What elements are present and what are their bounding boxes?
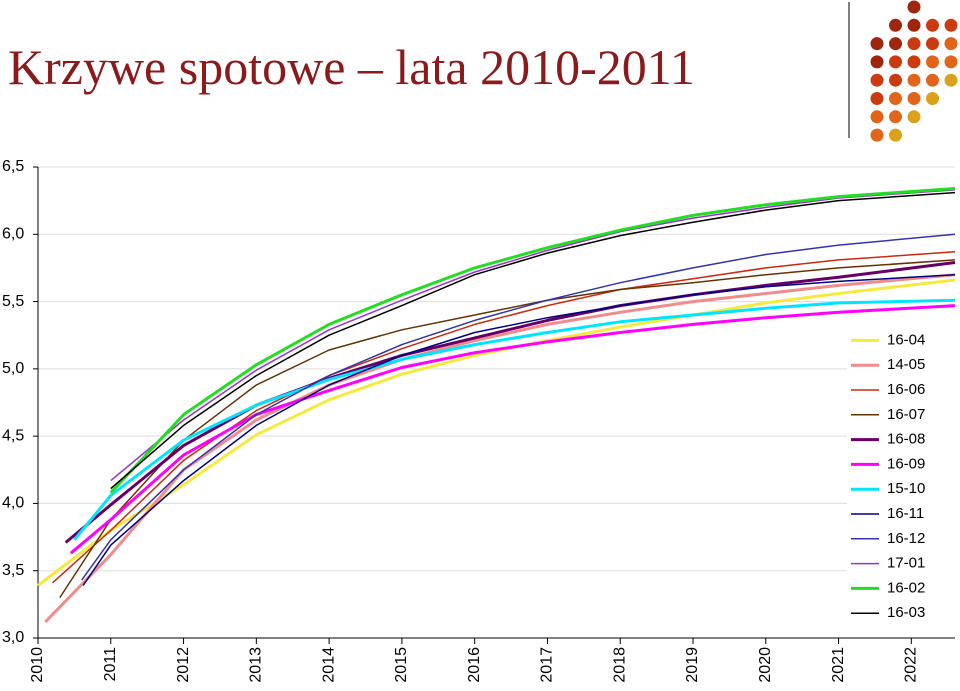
y-tick-label: 3,0	[2, 629, 24, 646]
y-tick-label: 4,0	[2, 495, 24, 512]
series-line	[82, 273, 956, 586]
decoration-dot	[926, 55, 939, 69]
x-tick-label: 2018	[611, 647, 628, 683]
legend-label: 16-09	[887, 455, 925, 472]
series-line	[81, 233, 956, 581]
decoration	[870, 0, 958, 142]
x-tick-label: 2016	[466, 647, 483, 683]
decoration-dot	[907, 92, 921, 105]
decoration-dot	[870, 110, 884, 124]
y-tick-label: 6,5	[2, 158, 24, 175]
decoration-dot	[907, 18, 921, 32]
x-tick-label: 2015	[393, 647, 410, 683]
legend-label: 16-08	[887, 431, 925, 448]
legend-label: 16-07	[887, 406, 925, 423]
decoration-dot	[926, 92, 939, 105]
x-tick-label: 2020	[757, 647, 774, 683]
x-tick-label: 2021	[830, 647, 847, 683]
x-tick-label: 2022	[903, 647, 920, 683]
legend-label: 16-02	[887, 579, 925, 596]
decoration-dot	[944, 37, 958, 51]
x-tick-label: 2017	[539, 647, 556, 683]
decoration-dot	[926, 37, 939, 51]
x-tick-label: 2019	[684, 647, 701, 683]
decoration-dot	[889, 37, 902, 51]
series-line	[110, 189, 956, 482]
x-tick-label: 2013	[248, 647, 265, 683]
series-line	[52, 251, 956, 584]
decoration-dot	[889, 128, 902, 142]
decoration-dot	[926, 18, 939, 32]
decoration-dot	[870, 128, 884, 142]
x-tick-label: 2012	[175, 647, 192, 683]
legend-label: 17-01	[887, 555, 925, 572]
decoration-dot	[944, 18, 958, 32]
y-tick-label: 5,0	[2, 360, 24, 377]
decoration-dot	[944, 55, 958, 69]
decoration-dot	[907, 0, 921, 14]
legend-label: 16-11	[887, 505, 924, 522]
y-tick-label: 6,0	[2, 226, 24, 243]
y-tick-label: 3,5	[2, 562, 24, 579]
decoration-dot	[926, 73, 939, 87]
decoration-dot	[907, 73, 921, 87]
legend-label: 16-03	[887, 604, 925, 621]
series-line	[73, 298, 956, 541]
x-tick-label: 2014	[320, 647, 337, 683]
decoration-dot	[870, 92, 884, 105]
series-line	[37, 278, 956, 587]
y-tick-label: 5,5	[2, 293, 24, 310]
decoration-dot	[907, 110, 921, 124]
x-tick-label: 2010	[29, 647, 46, 683]
x-tick-label: 2011	[102, 647, 119, 682]
legend-box	[847, 330, 955, 636]
decoration-dot	[944, 73, 958, 87]
decoration-dot	[889, 73, 902, 87]
legend-label: 16-12	[887, 530, 925, 547]
decoration-dot	[870, 55, 884, 69]
series-line	[69, 304, 956, 555]
decoration-dot	[889, 110, 902, 124]
decoration-dot	[889, 55, 902, 69]
y-tick-label: 4,5	[2, 427, 24, 444]
series-line	[64, 261, 956, 544]
decoration-dot	[907, 37, 921, 51]
decoration-dot	[889, 92, 902, 105]
decoration-dot	[870, 37, 884, 51]
legend-label: 16-04	[887, 331, 925, 348]
decoration-dot	[907, 55, 921, 69]
chart-title: Krzywe spotowe – lata 2010-2011	[8, 39, 695, 95]
series-line	[110, 191, 956, 490]
decoration-dot	[889, 18, 902, 32]
legend-label: 14-05	[887, 356, 925, 373]
series-line	[109, 187, 956, 494]
legend-label: 16-06	[887, 381, 925, 398]
decoration-dot	[870, 73, 884, 87]
legend-label: 15-10	[887, 480, 925, 497]
